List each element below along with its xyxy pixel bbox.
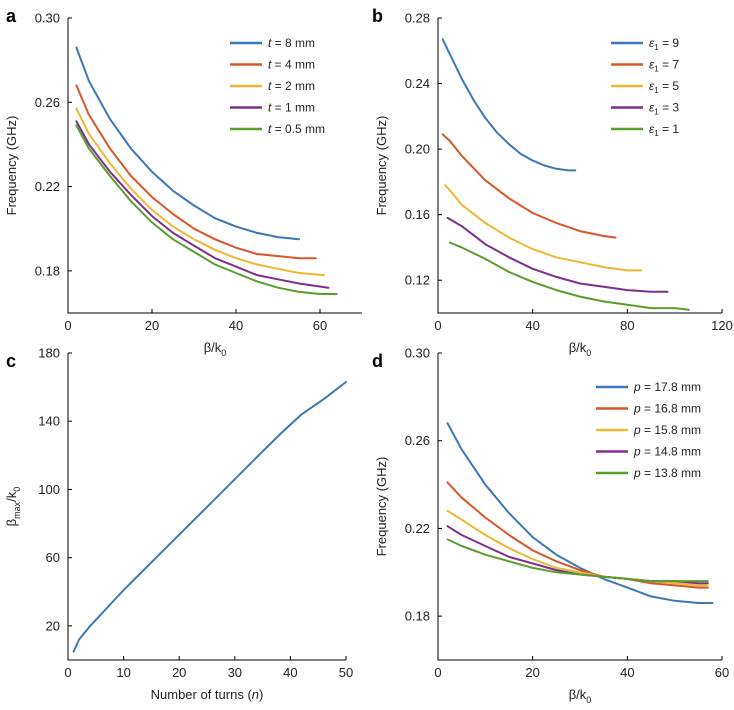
series-line (444, 184, 643, 272)
y-axis-label: Frequency (GHz) (374, 457, 389, 557)
x-tick-label: 60 (715, 665, 729, 680)
x-tick-label: 50 (339, 665, 353, 680)
series-line (446, 481, 709, 589)
x-tick-label: 60 (313, 318, 327, 333)
y-tick-label: 0.28 (405, 11, 430, 26)
y-tick-label: 0.22 (35, 179, 60, 194)
legend-entry: p = 15.8 mm (633, 423, 701, 437)
legend-entry: t = 0.5 mm (268, 122, 325, 136)
legend-entry: ε1 = 1 (649, 122, 679, 138)
x-tick-label: 10 (116, 665, 130, 680)
y-tick-label: 180 (38, 346, 60, 361)
panel-c: 0 10 20 30 40 50 20 60 100 140 180 Number of turns … (4, 346, 353, 703)
x-tick-label: 20 (525, 665, 539, 680)
series-line (75, 120, 330, 289)
panel-b: 0 40 80 120 0.12 0.16 0.20 0.24 0.28 β/k0 Frequenc… (374, 11, 733, 359)
x-tick-label: 40 (620, 665, 634, 680)
y-tick-label: 20 (46, 618, 60, 633)
y-tick-label: 0.18 (35, 263, 60, 278)
series-line (448, 241, 690, 311)
x-tick-label: 20 (145, 318, 159, 333)
legend-entry: p = 17.8 mm (633, 380, 701, 394)
legend-entry: p = 13.8 mm (633, 466, 701, 480)
x-tick-label: 20 (172, 665, 186, 680)
x-axis-label: β/k0 (204, 340, 227, 358)
y-tick-label: 60 (46, 550, 60, 565)
axes-frame (437, 353, 722, 661)
panel-label-d: d (372, 351, 383, 371)
legend: ε1 = 9 ε1 = 7 ε1 = 5 ε1 = 3 ε1 = 1 (611, 36, 679, 138)
legend-entry: t = 2 mm (268, 79, 315, 93)
y-tick-label: 0.24 (405, 76, 430, 91)
y-axis-label: βmax/k0 (4, 487, 22, 527)
series-line (446, 422, 714, 604)
legend: p = 17.8 mm p = 16.8 mm p = 15.8 mm p = 14.… (596, 380, 701, 480)
y-axis-label: Frequency (GHz) (4, 116, 19, 216)
legend-entry: ε1 = 3 (649, 101, 679, 117)
x-tick-label: 0 (64, 318, 71, 333)
y-tick-label: 0.26 (405, 433, 430, 448)
y-tick-label: 0.30 (35, 11, 60, 26)
legend-entry: ε1 = 9 (649, 36, 679, 52)
y-tick-label: 0.16 (405, 207, 430, 222)
legend-entry: t = 4 mm (268, 58, 315, 72)
y-tick-label: 0.22 (405, 521, 430, 536)
series-line (75, 107, 326, 277)
series-line (441, 133, 617, 239)
legend-entry: p = 14.8 mm (633, 445, 701, 459)
x-tick-label: 40 (525, 318, 539, 333)
y-tick-label: 100 (38, 482, 60, 497)
x-axis-label: β/k0 (569, 340, 592, 358)
panel-label-b: b (372, 6, 383, 26)
legend-entry: t = 8 mm (268, 36, 315, 50)
x-axis-label: β/k0 (569, 687, 592, 705)
x-tick-label: 80 (620, 318, 634, 333)
legend: t = 8 mm t = 4 mm t = 2 mm t = 1 mm t = 0.5 … (230, 36, 325, 136)
series-line (75, 46, 300, 241)
legend-entry: t = 1 mm (268, 101, 315, 115)
x-axis-label: Number of turns (n) (151, 687, 264, 702)
series-line (441, 38, 577, 172)
series-line (446, 538, 709, 583)
axes-frame (437, 18, 722, 314)
series-line (72, 381, 347, 653)
panel-label-a: a (6, 6, 17, 26)
panel-label-c: c (6, 351, 16, 371)
x-tick-label: 0 (434, 665, 441, 680)
series-line (446, 216, 669, 293)
x-tick-label: 120 (711, 318, 733, 333)
x-tick-label: 40 (229, 318, 243, 333)
y-axis-label: Frequency (GHz) (374, 116, 389, 216)
y-tick-label: 0.12 (405, 273, 430, 288)
panel-a: 0 20 40 60 0.18 0.22 0.26 0.30 β/k0 Frequency (GH… (4, 11, 362, 358)
series-line (446, 509, 709, 587)
series-line (75, 84, 317, 260)
y-tick-label: 0.20 (405, 142, 430, 157)
x-tick-label: 40 (283, 665, 297, 680)
series-line (75, 124, 338, 295)
legend-entry: ε1 = 5 (649, 79, 679, 95)
x-tick-label: 0 (64, 665, 71, 680)
legend-entry: p = 16.8 mm (633, 402, 701, 416)
x-tick-label: 30 (228, 665, 242, 680)
x-tick-label: 0 (434, 318, 441, 333)
legend-entry: ε1 = 7 (649, 58, 679, 74)
y-tick-label: 0.30 (405, 346, 430, 361)
y-tick-label: 0.26 (35, 95, 60, 110)
y-tick-label: 140 (38, 414, 60, 429)
y-tick-label: 0.18 (405, 609, 430, 624)
panel-d: 0 20 40 60 0.18 0.22 0.26 0.30 β/k0 Frequency (GH… (374, 346, 729, 706)
